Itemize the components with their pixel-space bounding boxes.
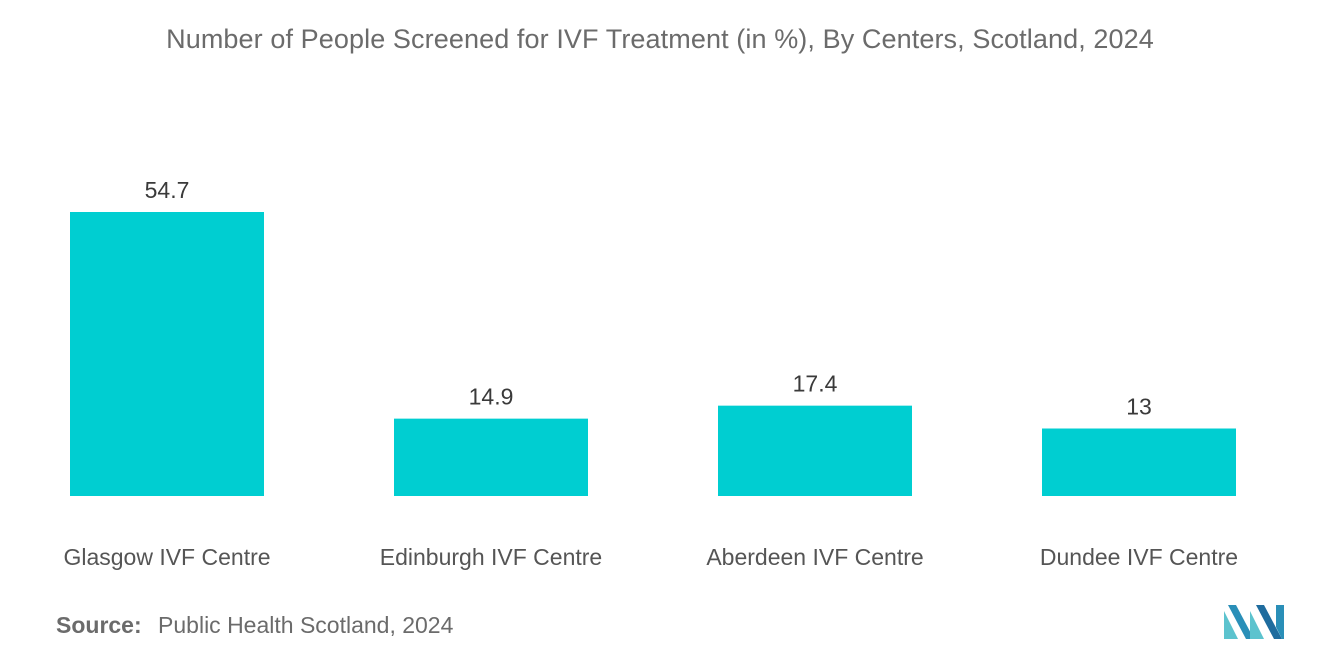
category-labels-layer: Glasgow IVF Centre Edinburgh IVF Centre Ab…: [63, 544, 1238, 570]
bar-edinburgh-ivf-centre: [394, 418, 588, 496]
category-label: Dundee IVF Centre: [1040, 544, 1238, 570]
bars-layer: [70, 212, 1236, 496]
source-text: Public Health Scotland, 2024: [158, 612, 454, 638]
bar-value-label: 13: [1126, 394, 1152, 420]
category-label: Glasgow IVF Centre: [63, 544, 270, 570]
bar-dundee-ivf-centre: [1042, 428, 1236, 496]
source-note: Source: Public Health Scotland, 2024: [56, 612, 453, 639]
source-label: Source:: [56, 612, 142, 638]
bar-glasgow-ivf-centre: [70, 212, 264, 496]
bar-value-label: 17.4: [793, 371, 838, 397]
category-label: Edinburgh IVF Centre: [380, 544, 602, 570]
mordor-intelligence-logo-icon: [1224, 605, 1284, 639]
value-labels-layer: 54.7 14.9 17.4 13: [145, 177, 1152, 420]
bar-value-label: 14.9: [469, 384, 514, 410]
bar-aberdeen-ivf-centre: [718, 405, 912, 496]
category-label: Aberdeen IVF Centre: [706, 544, 923, 570]
bar-chart: 54.7 14.9 17.4 13 Glasgow IVF Centre Edinbur…: [63, 177, 1238, 570]
chart-title: Number of People Screened for IVF Treatm…: [166, 24, 1154, 54]
bar-value-label: 54.7: [145, 177, 190, 203]
